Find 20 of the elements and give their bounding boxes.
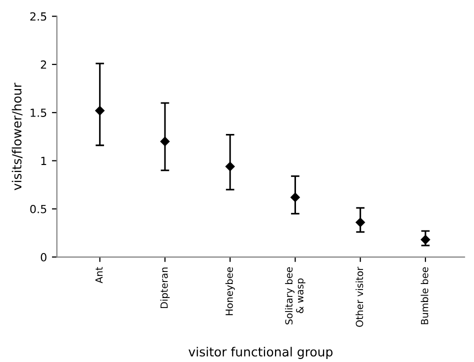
y-tick-label: 0.5 xyxy=(30,204,46,214)
point xyxy=(225,162,235,172)
point xyxy=(95,106,104,116)
x-tick-label: Bumble bee xyxy=(420,267,428,324)
y-axis-title: visits/flower/hour xyxy=(12,82,22,190)
point xyxy=(160,136,170,146)
x-tick-label: Dipteran xyxy=(160,268,170,308)
x-tick-label: Other visitor xyxy=(356,266,364,327)
point xyxy=(420,235,430,244)
x-tick-label: Honeybee xyxy=(225,267,235,316)
x-tick-label: Ant xyxy=(95,266,103,284)
y-tick-label: 0 xyxy=(40,252,46,262)
x-axis-title: visitor functional group xyxy=(188,346,333,359)
y-tick-label: 2 xyxy=(40,60,46,69)
y-tick-label: 1 xyxy=(41,156,46,165)
y-tick-label: 1.5 xyxy=(30,108,46,117)
x-tick-label: Solitary bee & wasp xyxy=(285,267,306,324)
point xyxy=(290,192,300,202)
point xyxy=(356,218,365,227)
y-tick-label: 2.5 xyxy=(30,12,46,21)
